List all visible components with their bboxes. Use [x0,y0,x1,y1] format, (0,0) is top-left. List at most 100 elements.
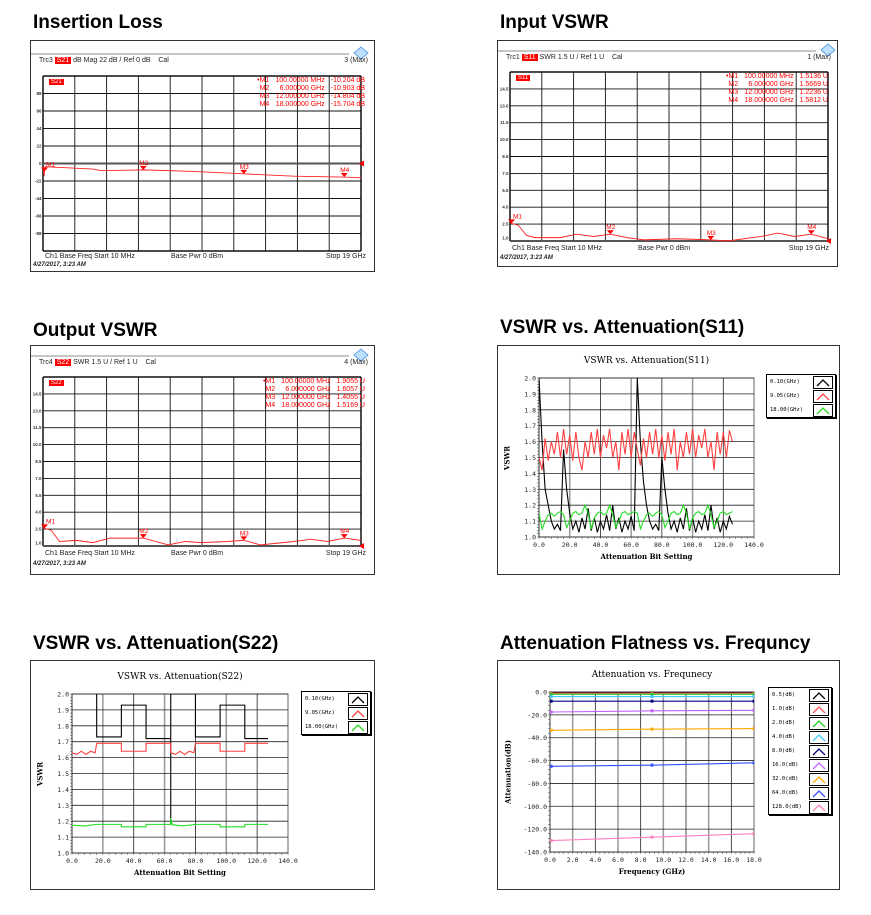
marker-response: 1.4055 U [336,394,365,401]
stop-frequency: Stop 19 GHz [788,245,829,252]
legend-item: 1.0(dB) [769,702,831,716]
legend-swatch-icon [809,800,829,814]
marker-stimulus: 100.00000 MHz [744,73,794,80]
y-tick-label: 1.7 [57,738,69,746]
y-axis-label: VSWR [502,445,512,470]
timestamp: 4/27/2017, 3:23 AM [33,262,86,268]
y-tick-label: -20.0 [527,711,547,719]
insertion-loss-screenshot: 88 66 44 22 0 -22 -44 -66 -88 M1 M2 M3 M4 Trc3 S21 dB… [30,40,375,272]
marker-triangle-icon[interactable] [240,536,248,541]
trace-name: Trc4 [39,359,53,366]
series-line-0 [539,378,734,533]
x-tick-label: 20.0 [562,541,578,549]
data-point [550,692,553,696]
marker-response: 1.5136 U [799,73,828,80]
marker-triangle-icon[interactable] [139,165,147,170]
x-tick-label: 0.0 [66,857,78,865]
legend-label: 9.05(GHz) [305,710,335,716]
chart-svg: 0.0 20.0 40.0 60.0 80.0 100.0 120.0 140.0 1.0 1.1… [57,691,298,866]
legend-swatch-icon [809,716,829,730]
marker-triangle-icon[interactable] [807,230,815,235]
series-line-2 [72,817,268,828]
marker-row: M2 6.000000 GHz 1.5669 U [723,81,831,89]
measurement-trace [509,222,829,242]
marker-row: M4 18.000000 GHz 1.5169 U [260,402,368,410]
y-tick-label: 1.6 [524,438,536,446]
x-axis-label: Attenuation Bit Setting [600,552,693,561]
y-tick-label: 11.5 [500,120,509,125]
marker-row: M3 12.000000 GHz -14.804 dB [254,93,368,101]
attenuation-flatness-chart: 0.0 2.0 4.0 6.0 8.0 10.0 12.0 14.0 16.0 18.0 -140.… [497,660,840,890]
marker-label: M2 [139,528,148,535]
marker-label: M1 [46,161,55,168]
legend-swatch-icon [809,702,829,716]
y-tick-label: -88 [35,231,42,236]
marker-triangle-icon[interactable] [41,167,49,172]
marker-triangle-icon[interactable] [606,230,614,235]
y-tick-label: 1.4 [57,786,69,794]
timestamp: 4/27/2017, 3:23 AM [33,561,86,567]
marker-label: M4 [340,167,349,174]
y-tick-label: 8.5 [502,154,509,159]
data-point [752,695,754,699]
marker-stimulus: 100.00000 MHz [275,77,325,84]
rs-logo-icon [353,348,369,362]
y-tick-label: 1.8 [524,406,536,414]
chart-svg: 0.0 2.0 4.0 6.0 8.0 10.0 12.0 14.0 16.0 18.0 -140.… [524,689,762,865]
y-tick-label: 2.5 [35,527,42,532]
legend-item: 128.0(dB) [769,800,831,814]
marker-triangle-icon[interactable] [41,524,49,529]
x-tick-label: 0.0 [533,541,545,549]
data-point [550,764,553,768]
legend-swatch-icon [348,720,368,734]
marker-triangle-icon[interactable] [139,534,147,539]
y-tick-label: 1.4 [524,470,536,478]
x-tick-label: 16.0 [724,856,740,864]
marker-name: •M1 [262,378,276,385]
y-tick-label: -22 [35,179,42,184]
x-tick-label: 80.0 [654,541,670,549]
x-tick-label: 8.0 [635,856,647,864]
marker-name: M2 [265,386,276,393]
data-point [650,692,654,696]
y-tick-label: -120.0 [524,826,548,834]
marker-triangle-icon[interactable] [707,235,715,240]
y-tick-label: 7.0 [502,171,509,176]
y-tick-label: 4.0 [35,510,42,515]
legend-item: 64.0(dB) [769,786,831,800]
x-tick-label: 20.0 [95,857,111,865]
y-tick-label: 13.0 [500,103,509,108]
marker-triangle-icon[interactable] [508,219,516,224]
trace-param-label: S11 [516,75,531,81]
marker-label: M3 [707,230,716,237]
legend-item: 0.5(dB) [769,688,831,702]
y-tick-label: 5.5 [35,493,42,498]
y-tick-label: -60.0 [527,757,547,765]
legend-label: 8.0(dB) [772,748,796,754]
marker-triangle-icon[interactable] [240,169,248,174]
x-tick-label: 12.0 [678,856,694,864]
marker-response: 1.6057 U [336,386,365,393]
marker-stimulus: 18.000000 GHz [281,402,331,409]
data-point [752,699,754,703]
y-tick-label: -40.0 [527,734,547,742]
marker-label: M4 [340,528,349,535]
x-tick-label: 80.0 [188,857,204,865]
marker-triangle-icon[interactable] [340,534,348,539]
x-tick-label: 14.0 [701,856,717,864]
y-tick-label: 11.5 [33,425,42,430]
vswr-s11-chart: 0.0 20.0 40.0 60.0 80.0 100.0 120.0 140.0 1.0 1.1… [497,345,840,575]
legend-label: 128.0(dB) [772,804,802,810]
cal-status: Cal [145,359,156,366]
legend-item: 16.0(dB) [769,758,831,772]
marker-name: M3 [728,89,739,96]
marker-response: -14.804 dB [330,93,365,100]
marker-triangle-icon[interactable] [340,173,348,178]
heading-flatness: Attenuation Flatness vs. Frequncy [500,633,811,654]
heading-output-vswr: Output VSWR [33,320,158,341]
y-tick-label: -80.0 [527,780,547,788]
legend-swatch-icon [348,692,368,706]
data-point [650,699,654,703]
marker-name: M2 [259,85,270,92]
